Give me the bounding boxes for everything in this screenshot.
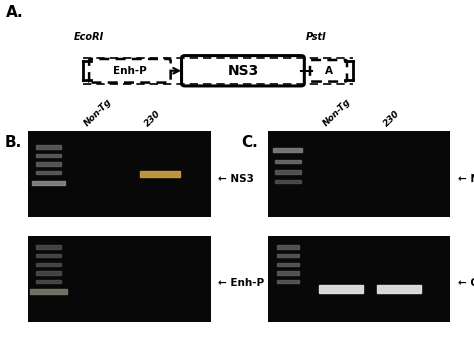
Text: A: A bbox=[325, 66, 332, 76]
Text: ← Enh-P: ← Enh-P bbox=[218, 278, 264, 288]
Bar bbox=[30, 289, 67, 294]
FancyBboxPatch shape bbox=[310, 60, 347, 82]
Bar bbox=[277, 280, 299, 283]
Bar bbox=[140, 172, 180, 177]
Text: 230: 230 bbox=[382, 109, 401, 128]
FancyBboxPatch shape bbox=[89, 59, 171, 83]
Bar bbox=[36, 280, 61, 283]
Text: EcoRI: EcoRI bbox=[73, 32, 104, 42]
Text: 230: 230 bbox=[143, 109, 162, 128]
Bar bbox=[32, 181, 65, 185]
Bar bbox=[36, 162, 61, 166]
Text: C.: C. bbox=[242, 135, 258, 150]
Text: B.: B. bbox=[5, 135, 22, 150]
Text: Enh-P: Enh-P bbox=[113, 66, 147, 76]
Bar bbox=[36, 254, 61, 257]
Bar bbox=[277, 271, 299, 275]
Bar bbox=[36, 171, 61, 175]
Text: ← NS3: ← NS3 bbox=[457, 174, 474, 184]
Bar bbox=[275, 160, 301, 163]
Bar bbox=[36, 271, 61, 275]
Text: PstI: PstI bbox=[306, 32, 327, 42]
Text: Non-Tg: Non-Tg bbox=[82, 97, 113, 128]
Bar bbox=[36, 245, 61, 249]
Text: ← GAPDH: ← GAPDH bbox=[457, 278, 474, 288]
FancyBboxPatch shape bbox=[182, 56, 304, 86]
Text: NS3: NS3 bbox=[228, 64, 258, 78]
Bar bbox=[36, 154, 61, 157]
Bar bbox=[277, 245, 299, 249]
Text: A.: A. bbox=[6, 5, 23, 20]
Bar bbox=[275, 180, 301, 183]
Text: Non-Tg: Non-Tg bbox=[321, 97, 353, 128]
Bar bbox=[377, 285, 421, 293]
Bar bbox=[277, 254, 299, 257]
Bar bbox=[36, 263, 61, 266]
Bar bbox=[273, 148, 302, 152]
Bar bbox=[277, 263, 299, 266]
Bar bbox=[36, 145, 61, 149]
Bar bbox=[275, 170, 301, 174]
Bar bbox=[319, 285, 363, 293]
Text: ← NS3: ← NS3 bbox=[218, 174, 254, 184]
